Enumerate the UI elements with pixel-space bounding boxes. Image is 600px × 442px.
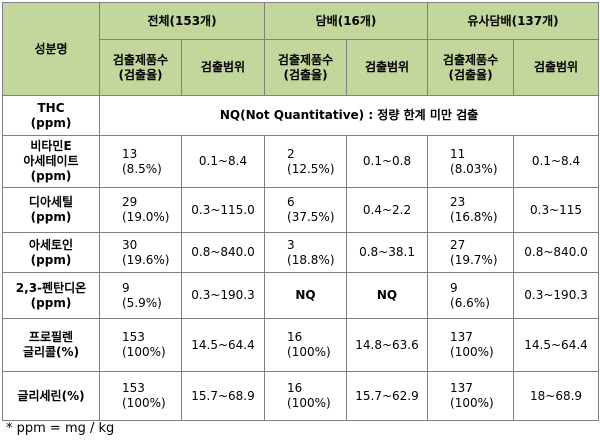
- component-column-header: 성분명: [2, 2, 100, 96]
- table-cell-range: 0.3~115.0: [180, 187, 266, 233]
- table-cell-range: 14.8~63.6: [346, 318, 429, 372]
- table-cell-count: 23 (16.8%): [427, 187, 515, 233]
- table-cell-count-nq: NQ: [264, 272, 348, 319]
- table-cell-count: 9 (5.9%): [99, 272, 182, 319]
- table-cell-count: 9 (6.6%): [427, 272, 515, 319]
- table-cell-range: 14.5~64.4: [513, 318, 600, 372]
- row-name-propylene-glycol: 프로필렌 글리콜(%): [2, 318, 100, 372]
- count-header-tobacco: 검출제품수 (검출율): [264, 39, 348, 96]
- table-cell-range: 0.3~190.3: [513, 272, 600, 319]
- component-table: 성분명 전체(153개) 담배(16개) 유사담배(137개) 검출제품수 (검출…: [2, 2, 600, 421]
- table-cell-range-nq: NQ: [346, 272, 429, 319]
- row-name-acetoin: 아세토인 (ppm): [2, 232, 100, 273]
- range-header-similar: 검출범위: [513, 39, 600, 96]
- group-header-tobacco: 담배(16개): [264, 2, 429, 40]
- table-cell-range: 15.7~62.9: [346, 371, 429, 421]
- row-name-glycerin: 글리세린(%): [2, 371, 100, 421]
- table-cell-count: 137 (100%): [427, 318, 515, 372]
- row-name-diacetyl: 디아세틸 (ppm): [2, 187, 100, 233]
- table-cell-count: 11 (8.03%): [427, 135, 515, 188]
- count-header-total: 검출제품수 (검출율): [99, 39, 182, 96]
- table-cell-range: 0.1~8.4: [513, 135, 600, 188]
- count-header-similar: 검출제품수 (검출율): [427, 39, 515, 96]
- table-cell-range: 0.8~38.1: [346, 232, 429, 273]
- table-cell-range: 0.8~840.0: [180, 232, 266, 273]
- table-cell-count: 153 (100%): [99, 371, 182, 421]
- table-cell-count: 16 (100%): [264, 318, 348, 372]
- unit-footnote: * ppm = mg / kg: [6, 421, 115, 436]
- table-cell-count: 30 (19.6%): [99, 232, 182, 273]
- table-cell-count: 137 (100%): [427, 371, 515, 421]
- table-cell-count: 16 (100%): [264, 371, 348, 421]
- table-cell-range: 0.8~840.0: [513, 232, 600, 273]
- table-cell-count: 27 (19.7%): [427, 232, 515, 273]
- table-cell-range: 0.3~190.3: [180, 272, 266, 319]
- group-header-total: 전체(153개): [98, 2, 266, 40]
- table-cell-count: 29 (19.0%): [99, 187, 182, 233]
- row-name-vitamin-e-acetate: 비타민E 아세테이트 (ppm): [2, 135, 100, 188]
- row-name-thc: THC (ppm): [2, 95, 100, 136]
- table-cell-range: 15.7~68.9: [180, 371, 266, 421]
- row-name-pentanedione: 2,3-펜탄디온 (ppm): [2, 272, 100, 319]
- range-header-tobacco: 검출범위: [346, 39, 429, 96]
- table-cell-range: 0.1~0.8: [346, 135, 429, 188]
- table-cell-count: 3 (18.8%): [264, 232, 348, 273]
- range-header-total: 검출범위: [180, 39, 266, 96]
- table-cell-range: 0.4~2.2: [346, 187, 429, 233]
- table-cell-range: 18~68.9: [513, 371, 600, 421]
- table-cell-count: 6 (37.5%): [264, 187, 348, 233]
- group-header-similar-tobacco: 유사담배(137개): [427, 2, 600, 40]
- table-cell-count: 153 (100%): [99, 318, 182, 372]
- table-cell-range: 0.1~8.4: [180, 135, 266, 188]
- table-cell-count: 13 (8.5%): [99, 135, 182, 188]
- table-cell-range: 14.5~64.4: [180, 318, 266, 372]
- thc-note: NQ(Not Quantitative) : 정량 한계 미만 검출: [98, 95, 600, 136]
- table-cell-range: 0.3~115: [513, 187, 600, 233]
- table-cell-count: 2 (12.5%): [264, 135, 348, 188]
